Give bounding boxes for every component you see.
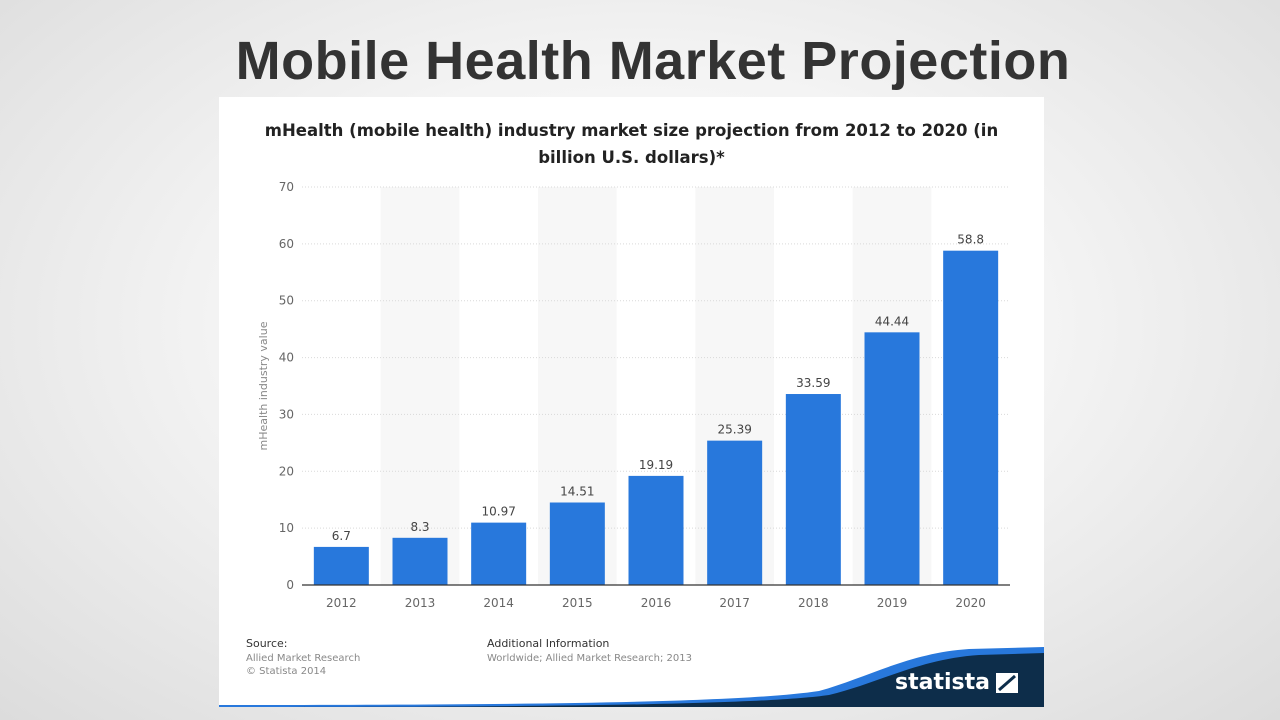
column-band [380, 187, 460, 585]
x-tick-label: 2012 [326, 596, 357, 610]
x-tick-label: 2017 [719, 596, 750, 610]
gridlines [302, 186, 1010, 529]
x-tick-label: 2013 [405, 596, 436, 610]
chart-card: mHealth (mobile health) industry market … [219, 97, 1044, 707]
bar-2018 [785, 394, 841, 585]
x-tick-label: 2019 [877, 596, 908, 610]
x-axis-ticks: 2012 2013 2014 2015 2016 2017 2018 2019 2020 [326, 596, 986, 610]
data-label-2013: 8.3 [410, 520, 429, 534]
slide-title: Mobile Health Market Projection [235, 31, 1071, 91]
data-label-2014: 10.97 [481, 505, 515, 519]
bar-2017 [707, 440, 763, 585]
y-tick-label: 20 [279, 464, 294, 478]
y-tick-label: 50 [279, 294, 294, 308]
bar-2012 [313, 546, 369, 585]
x-tick-label: 2018 [798, 596, 829, 610]
x-tick-label: 2020 [955, 596, 986, 610]
y-tick-label: 70 [279, 180, 294, 194]
bar-2015 [549, 502, 605, 585]
bar-2013 [392, 537, 448, 585]
data-label-2015: 14.51 [560, 485, 594, 499]
chart-title: mHealth (mobile health) industry market … [264, 121, 999, 167]
data-label-2020: 58.8 [957, 233, 984, 247]
x-tick-label: 2015 [562, 596, 593, 610]
bar-2019 [864, 332, 920, 585]
additional-info-heading: Additional Information [487, 637, 610, 650]
data-label-2019: 44.44 [875, 314, 909, 328]
x-tick-label: 2014 [483, 596, 514, 610]
brand-name: statista [895, 670, 990, 695]
statista-logo: statista [895, 670, 1018, 695]
x-tick-label: 2016 [641, 596, 672, 610]
additional-info-text: Worldwide; Allied Market Research; 2013 [487, 653, 692, 664]
data-labels: 6.7 8.3 10.97 14.51 19.19 25.39 33.59 44.44 58.8 [332, 233, 984, 543]
y-tick-label: 30 [279, 407, 294, 421]
bar-2020 [943, 250, 999, 585]
data-label-2018: 33.59 [796, 376, 830, 390]
y-axis-ticks: 0 10 20 30 40 50 60 70 [279, 180, 294, 592]
y-axis-label: mHealth industry value [257, 321, 270, 450]
bars [313, 250, 999, 585]
y-tick-label: 0 [286, 578, 294, 592]
y-tick-label: 10 [279, 521, 294, 535]
statista-mark-icon [996, 672, 1018, 693]
y-tick-label: 40 [279, 351, 294, 365]
bar-chart: 0 10 20 30 40 50 60 70 6.7 8.3 10.97 14.51 19.19 25.… [257, 180, 1010, 610]
additional-info-block: Additional Information Worldwide; Allied… [487, 637, 692, 665]
source-heading: Source: [246, 637, 288, 650]
source-line: Allied Market Research [246, 653, 361, 664]
source-block: Source: Allied Market Research © Statist… [246, 637, 360, 678]
bar-2014 [471, 522, 527, 585]
bar-2016 [628, 475, 684, 585]
data-label-2017: 25.39 [717, 423, 751, 437]
data-label-2016: 19.19 [639, 458, 673, 472]
y-tick-label: 60 [279, 237, 294, 251]
data-label-2012: 6.7 [332, 529, 351, 543]
copyright-line: © Statista 2014 [246, 666, 327, 677]
